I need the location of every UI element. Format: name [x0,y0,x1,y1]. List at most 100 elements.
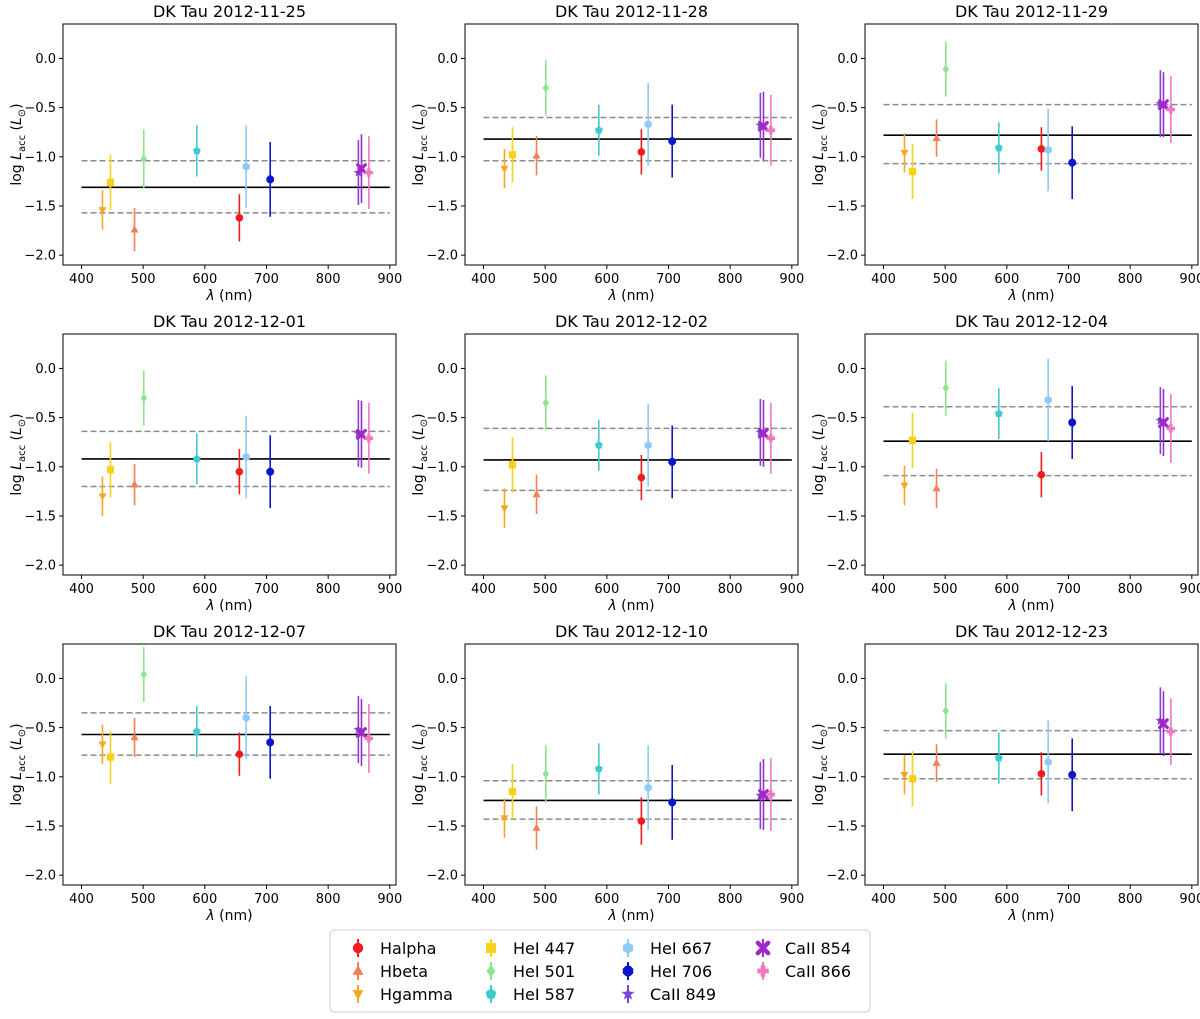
y-tick-label: −1.5 [24,819,56,834]
x-tick-label: 600 [994,272,1019,287]
y-tick-label: −0.5 [24,411,56,426]
data-points [500,743,775,849]
x-tick-label: 700 [1056,272,1081,287]
point-hei-447 [509,788,516,795]
subplot-7: DK Tau 2012-12-07400 500 600 700 800 9000.0−0… [9,622,402,924]
legend-label: Hgamma [380,985,453,1004]
subplot-title: DK Tau 2012-12-04 [955,312,1108,331]
point-hei-447 [107,754,114,761]
x-tick-label: 700 [1056,892,1081,907]
reference-lines [484,117,792,160]
point-hei-447 [909,168,916,175]
subplot-4: DK Tau 2012-12-01 400 500 600 700 800 900 0.0 −0… [9,312,402,614]
point-halpha [638,817,646,825]
plot-frame [465,24,798,265]
reference-lines [884,407,1192,476]
y-tick-label: −1.0 [426,150,458,165]
reference-lines [884,105,1192,164]
legend-label: CaII 854 [785,939,851,958]
point-halpha [638,474,646,482]
y-tick-label: −2.0 [826,869,858,884]
x-axis-label: λ (nm) [205,598,252,614]
x-tick-label: 600 [192,892,217,907]
y-tick-label: −2.0 [24,559,56,574]
plot-frame [63,644,396,885]
subplot-9: DK Tau 2012-12-234005006007008009000.0−0… [811,622,1200,924]
subplot-title: DK Tau 2012-11-28 [555,2,708,21]
point-hgamma [500,166,508,173]
x-tick-label: 500 [533,582,558,597]
subplot-title: DK Tau 2012-12-07 [153,622,306,641]
point-hei-706 [1068,419,1076,427]
legend-label: HeI 447 [513,939,575,958]
reference-lines [82,161,390,213]
x-tick-label: 400 [69,892,94,907]
legend-label: HeI 501 [513,962,575,981]
data-points [500,375,775,527]
point-halpha [236,750,244,758]
x-axis-label: λ (nm) [607,288,654,304]
point-hei-501 [141,154,147,163]
x-axis-label: λ (nm) [1007,598,1054,614]
y-tick-label: −0.5 [426,101,458,116]
x-tick-label: 800 [316,892,341,907]
point-hei-667 [243,714,250,722]
point-halpha [1038,145,1046,153]
point-caii-866 [365,168,373,176]
x-tick-label: 500 [533,272,558,287]
subplot-title: DK Tau 2012-12-23 [955,622,1108,641]
subplot-title: DK Tau 2012-12-01 [153,312,306,331]
x-tick-label: 800 [718,582,743,597]
point-hei-706 [668,137,676,145]
x-tick-label: 400 [471,272,496,287]
y-tick-label: −2.0 [24,249,56,264]
x-tick-label: 400 [69,582,94,597]
data-points [98,370,373,516]
x-tick-label: 900 [779,892,804,907]
x-tick-label: 600 [594,272,619,287]
subplot-title: DK Tau 2012-11-25 [153,2,306,21]
y-tick-label: 0.0 [35,362,56,377]
point-hei-501 [943,706,949,715]
x-tick-label: 600 [192,582,217,597]
data-points [900,42,1175,199]
point-hei-667 [1045,146,1052,154]
point-hgamma [900,150,908,157]
point-hei-587 [193,147,201,155]
x-tick-label: 400 [471,582,496,597]
point-hei-587 [595,441,603,449]
y-tick-label: −0.5 [826,721,858,736]
y-tick-label: −2.0 [426,869,458,884]
point-hei-667 [645,120,652,128]
x-tick-label: 800 [1118,582,1143,597]
x-tick-label: 500 [933,892,958,907]
y-tick-label: −1.0 [426,460,458,475]
x-axis-label: λ (nm) [1007,288,1054,304]
point-halpha [638,148,646,156]
figure: DK Tau 2012-11-25 400 500 600 700 800 900 0.0 −0… [0,0,1200,1019]
x-tick-label: 500 [131,582,156,597]
y-tick-label: 0.0 [837,362,858,377]
point-hei-501 [943,65,949,74]
x-tick-label: 600 [594,582,619,597]
x-tick-label: 500 [131,272,156,287]
point-hbeta [933,484,941,491]
point-hei-501 [543,769,549,778]
x-tick-label: 700 [656,582,681,597]
y-axis-label: log Lacc (L⊙) [9,103,28,185]
y-tick-label: −0.5 [24,721,56,736]
y-axis-label: log Lacc (L⊙) [811,723,830,805]
legend-label: Halpha [380,939,436,958]
x-tick-label: 600 [192,272,217,287]
x-axis-label: λ (nm) [205,908,252,924]
point-hei-667 [645,783,652,791]
y-tick-label: −2.0 [426,249,458,264]
y-axis-label: log Lacc (L⊙) [411,103,430,185]
point-hei-447 [509,151,516,158]
point-hei-501 [141,670,147,679]
y-tick-label: −1.0 [24,150,56,165]
x-tick-label: 700 [254,892,279,907]
x-axis-label: λ (nm) [607,908,654,924]
y-axis-label: log Lacc (L⊙) [811,103,830,185]
plot-frame [865,24,1198,265]
